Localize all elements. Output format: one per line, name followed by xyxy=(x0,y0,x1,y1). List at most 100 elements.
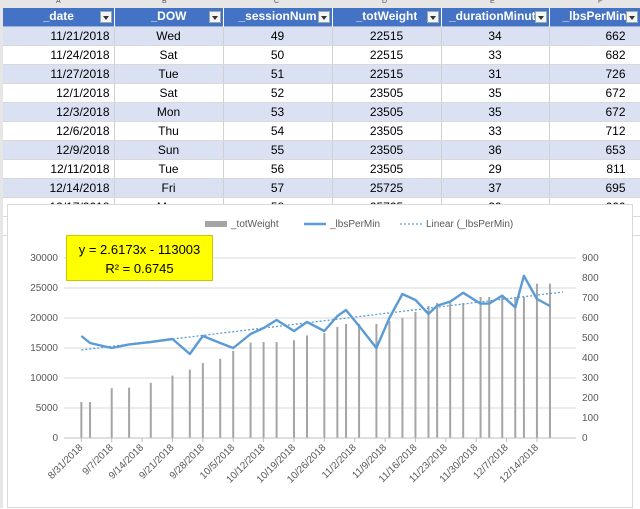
cell-session[interactable]: 49 xyxy=(223,26,333,46)
bar-totweight[interactable] xyxy=(171,375,174,438)
cell-session[interactable]: 51 xyxy=(223,64,333,84)
cell-session[interactable]: 55 xyxy=(223,140,333,160)
bar-totweight[interactable] xyxy=(375,324,378,438)
bar-totweight[interactable] xyxy=(501,296,504,438)
cell-duration[interactable]: 35 xyxy=(441,83,550,103)
cell-lbs[interactable]: 653 xyxy=(549,140,640,160)
bar-totweight[interactable] xyxy=(232,351,235,438)
bar-totweight[interactable] xyxy=(249,342,252,438)
cell-duration[interactable]: 31 xyxy=(441,64,550,84)
bar-totweight[interactable] xyxy=(219,358,222,438)
filter-dropdown-icon[interactable] xyxy=(208,11,221,23)
filter-dropdown-icon[interactable] xyxy=(426,11,439,23)
cell-date[interactable]: 12/14/2018 xyxy=(3,178,115,198)
cell-weight[interactable]: 22515 xyxy=(332,26,442,46)
bar-totweight[interactable] xyxy=(201,363,204,438)
cell-duration[interactable]: 29 xyxy=(441,159,550,179)
cell-date[interactable]: 11/21/2018 xyxy=(3,26,115,46)
bar-totweight[interactable] xyxy=(462,302,465,438)
filter-dropdown-icon[interactable] xyxy=(99,11,112,23)
bar-totweight[interactable] xyxy=(449,302,452,438)
cell-date[interactable]: 12/1/2018 xyxy=(3,83,115,103)
bar-totweight[interactable] xyxy=(548,283,551,438)
cell-weight[interactable]: 22515 xyxy=(332,45,442,65)
cell-weight[interactable]: 25725 xyxy=(332,178,442,198)
cell-duration[interactable]: 33 xyxy=(441,45,550,65)
bar-totweight[interactable] xyxy=(128,387,131,438)
cell-session[interactable]: 50 xyxy=(223,45,333,65)
cell-lbs[interactable]: 672 xyxy=(549,83,640,103)
cell-dow[interactable]: Wed xyxy=(114,26,224,46)
combo-chart[interactable]: 0 5000 10000 15000 20000 25000 30000 0 100 200 300… xyxy=(7,204,633,508)
cell-lbs[interactable]: 695 xyxy=(549,178,640,198)
cell-dow[interactable]: Sat xyxy=(114,45,224,65)
cell-session[interactable]: 52 xyxy=(223,83,333,103)
cell-weight[interactable]: 23505 xyxy=(332,83,442,103)
cell-lbs[interactable]: 662 xyxy=(549,26,640,46)
cell-date[interactable]: 12/3/2018 xyxy=(3,102,115,122)
bar-totweight[interactable] xyxy=(292,340,295,438)
cell-dow[interactable]: Thu xyxy=(114,121,224,141)
filter-dropdown-icon[interactable] xyxy=(317,11,330,23)
bar-totweight[interactable] xyxy=(436,302,439,438)
header-sessionnum[interactable]: _sessionNum xyxy=(223,8,333,27)
header-totweight[interactable]: _totWeight xyxy=(332,8,442,27)
cell-date[interactable]: 12/6/2018 xyxy=(3,121,115,141)
cell-session[interactable]: 57 xyxy=(223,178,333,198)
cell-weight[interactable]: 22515 xyxy=(332,64,442,84)
bar-totweight[interactable] xyxy=(89,402,92,438)
bar-totweight[interactable] xyxy=(188,369,191,438)
cell-lbs[interactable]: 811 xyxy=(549,159,640,179)
bar-totweight[interactable] xyxy=(479,296,482,438)
bar-totweight[interactable] xyxy=(401,318,404,438)
cell-weight[interactable]: 23505 xyxy=(332,140,442,160)
bar-totweight[interactable] xyxy=(305,335,308,438)
bar-totweight[interactable] xyxy=(358,324,361,438)
bar-totweight[interactable] xyxy=(388,321,391,438)
cell-dow[interactable]: Tue xyxy=(114,64,224,84)
cell-duration[interactable]: 34 xyxy=(441,26,550,46)
cell-lbs[interactable]: 682 xyxy=(549,45,640,65)
header-duration[interactable]: _durationMinutes xyxy=(441,8,550,27)
cell-duration[interactable]: 37 xyxy=(441,178,550,198)
cell-weight[interactable]: 23505 xyxy=(332,102,442,122)
bar-totweight[interactable] xyxy=(323,333,326,438)
cell-session[interactable]: 53 xyxy=(223,102,333,122)
bar-totweight[interactable] xyxy=(427,306,430,438)
cell-lbs[interactable]: 672 xyxy=(549,102,640,122)
cell-date[interactable]: 12/9/2018 xyxy=(3,140,115,160)
header-dow[interactable]: _DOW xyxy=(114,8,224,27)
cell-lbs[interactable]: 712 xyxy=(549,121,640,141)
filter-dropdown-icon[interactable] xyxy=(625,11,638,23)
bar-totweight[interactable] xyxy=(345,324,348,438)
bar-totweight[interactable] xyxy=(149,382,152,438)
cell-duration[interactable]: 33 xyxy=(441,121,550,141)
cell-lbs[interactable]: 726 xyxy=(549,64,640,84)
cell-dow[interactable]: Tue xyxy=(114,159,224,179)
cell-weight[interactable]: 23505 xyxy=(332,159,442,179)
trendline-equation-label[interactable]: y = 2.6173x - 113003 R² = 0.6745 xyxy=(66,235,213,281)
cell-dow[interactable]: Sat xyxy=(114,83,224,103)
bar-totweight[interactable] xyxy=(275,342,278,438)
bar-totweight[interactable] xyxy=(262,342,265,438)
cell-dow[interactable]: Sun xyxy=(114,140,224,160)
cell-date[interactable]: 11/24/2018 xyxy=(3,45,115,65)
cell-dow[interactable]: Mon xyxy=(114,102,224,122)
bar-totweight[interactable] xyxy=(336,327,339,438)
bar-totweight[interactable] xyxy=(80,402,83,438)
filter-dropdown-icon[interactable] xyxy=(534,11,547,23)
cell-date[interactable]: 11/27/2018 xyxy=(3,64,115,84)
bar-totweight[interactable] xyxy=(514,296,517,438)
series-line-lbspermin[interactable] xyxy=(80,274,551,356)
cell-weight[interactable]: 23505 xyxy=(332,121,442,141)
bar-totweight[interactable] xyxy=(110,388,113,438)
cell-duration[interactable]: 36 xyxy=(441,140,550,160)
bar-totweight[interactable] xyxy=(414,312,417,438)
cell-duration[interactable]: 35 xyxy=(441,102,550,122)
cell-dow[interactable]: Fri xyxy=(114,178,224,198)
cell-session[interactable]: 54 xyxy=(223,121,333,141)
header-date[interactable]: _date xyxy=(3,8,115,27)
bar-totweight[interactable] xyxy=(488,296,491,438)
cell-session[interactable]: 56 xyxy=(223,159,333,179)
bar-totweight[interactable] xyxy=(535,283,538,438)
